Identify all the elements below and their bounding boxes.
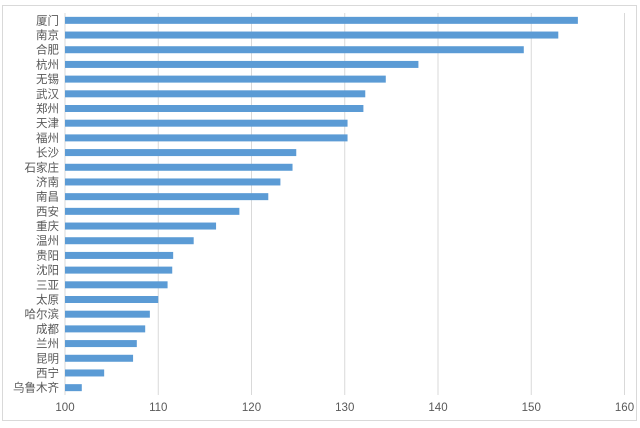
x-tick-label: 140 bbox=[428, 402, 447, 414]
bar bbox=[65, 75, 386, 83]
bar bbox=[65, 296, 159, 303]
bar bbox=[65, 31, 559, 39]
category-label: 乌鲁木齐 bbox=[13, 381, 59, 395]
category-label: 天津 bbox=[36, 117, 59, 130]
bar bbox=[65, 105, 364, 112]
category-label: 福州 bbox=[36, 131, 59, 145]
category-label: 沈阳 bbox=[36, 263, 59, 277]
bar bbox=[65, 90, 366, 98]
bar bbox=[65, 251, 174, 259]
x-tick-label: 110 bbox=[149, 402, 167, 414]
category-label: 成都 bbox=[36, 323, 59, 336]
bar bbox=[65, 354, 134, 362]
bar bbox=[65, 16, 578, 24]
x-tick-label: 130 bbox=[335, 402, 354, 414]
category-label: 武汉 bbox=[36, 88, 59, 101]
category-label: 合肥 bbox=[36, 43, 59, 57]
bar bbox=[65, 207, 240, 215]
bar bbox=[65, 310, 150, 318]
category-label: 长沙 bbox=[36, 147, 59, 160]
bar bbox=[65, 119, 348, 127]
bar bbox=[65, 340, 137, 348]
category-label: 济南 bbox=[36, 175, 59, 189]
bar bbox=[65, 281, 168, 289]
category-label: 厦门 bbox=[36, 13, 59, 27]
bar bbox=[65, 193, 269, 201]
bar bbox=[65, 163, 293, 171]
bar bbox=[65, 237, 194, 245]
bar bbox=[65, 266, 173, 274]
bar bbox=[65, 222, 217, 230]
category-label: 郑州 bbox=[36, 102, 59, 116]
category-label: 杭州 bbox=[36, 57, 59, 71]
category-label: 南昌 bbox=[36, 190, 59, 204]
category-label: 太原 bbox=[36, 294, 59, 307]
bar bbox=[65, 178, 281, 186]
category-label: 三亚 bbox=[36, 280, 59, 292]
x-tick-label: 100 bbox=[55, 402, 74, 414]
x-tick-label: 120 bbox=[242, 402, 261, 414]
category-label: 南京 bbox=[36, 28, 59, 42]
category-label: 昆明 bbox=[36, 352, 59, 365]
bar bbox=[65, 149, 297, 157]
category-label: 重庆 bbox=[36, 219, 59, 233]
category-label: 无锡 bbox=[36, 72, 59, 86]
x-tick-label: 160 bbox=[615, 402, 634, 414]
bar bbox=[65, 46, 524, 54]
category-label: 石家庄 bbox=[25, 160, 60, 174]
x-tick-label: 150 bbox=[522, 402, 541, 414]
bar bbox=[65, 60, 419, 68]
category-label: 贵阳 bbox=[36, 249, 59, 262]
bar bbox=[65, 134, 348, 142]
bar bbox=[65, 369, 105, 377]
bar bbox=[65, 325, 146, 333]
category-label: 哈尔滨 bbox=[25, 307, 60, 321]
bar bbox=[65, 384, 82, 392]
category-label: 兰州 bbox=[36, 338, 59, 351]
category-label: 西安 bbox=[36, 204, 59, 218]
category-label: 温州 bbox=[36, 234, 59, 248]
category-label: 西宁 bbox=[36, 366, 59, 380]
